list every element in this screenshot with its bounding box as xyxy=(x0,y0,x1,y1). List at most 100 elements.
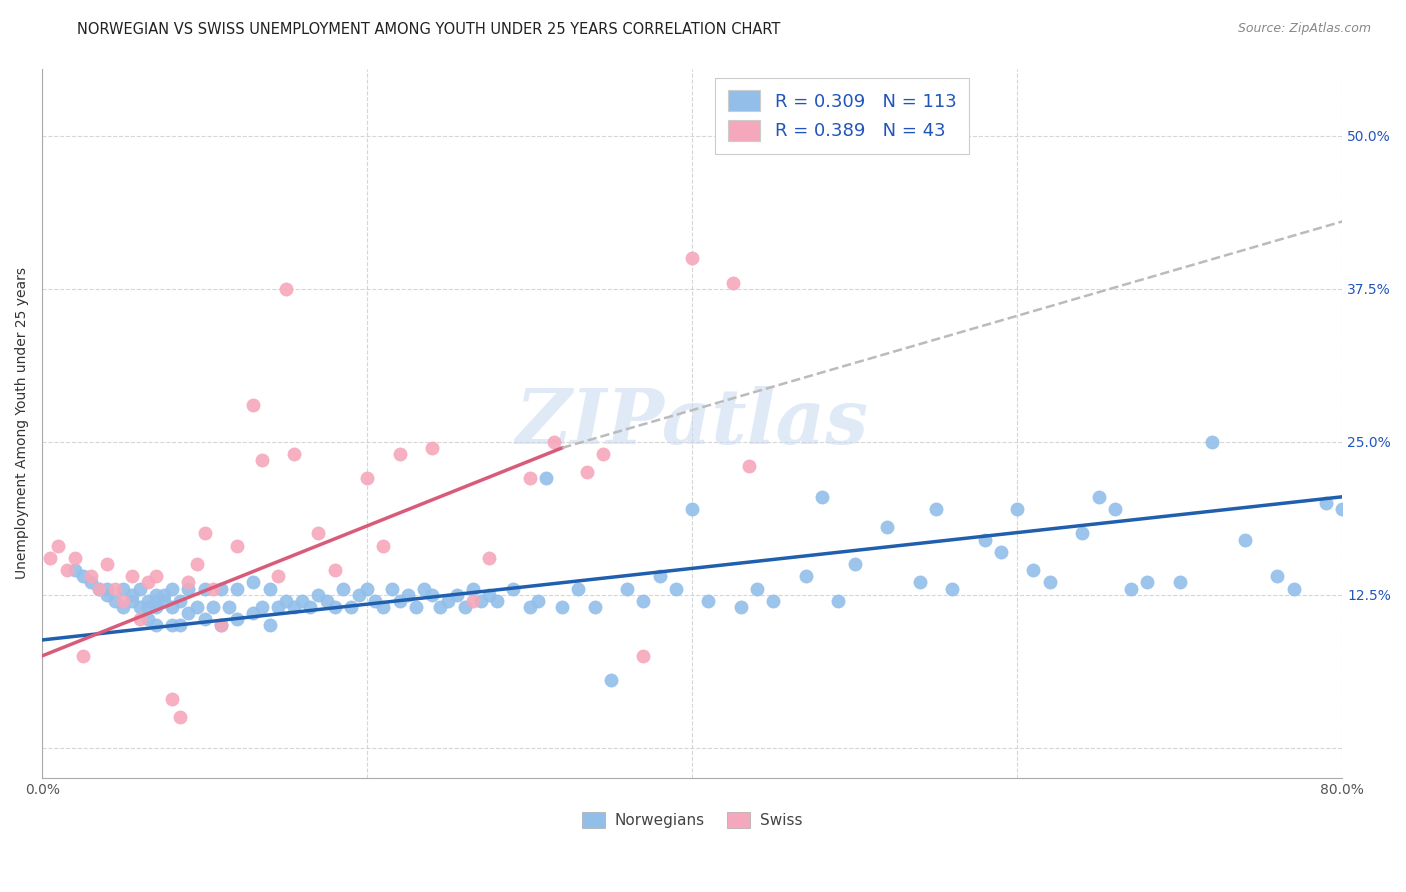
Point xyxy=(583,599,606,614)
Point xyxy=(747,582,769,596)
Text: Source: ZipAtlas.com: Source: ZipAtlas.com xyxy=(1237,22,1371,36)
Point xyxy=(128,612,150,626)
Point xyxy=(478,551,501,566)
Point xyxy=(80,569,103,583)
Point xyxy=(72,569,94,583)
Point xyxy=(1331,502,1354,516)
Point xyxy=(194,582,217,596)
Point xyxy=(104,582,127,596)
Point xyxy=(1315,496,1337,510)
Point xyxy=(323,563,346,577)
Point xyxy=(973,533,995,547)
Point xyxy=(209,618,232,632)
Point xyxy=(925,502,948,516)
Point xyxy=(226,612,249,626)
Point xyxy=(486,594,509,608)
Point xyxy=(844,557,866,571)
Point xyxy=(633,594,655,608)
Point xyxy=(420,588,443,602)
Point xyxy=(405,599,427,614)
Point xyxy=(697,594,720,608)
Point xyxy=(551,599,574,614)
Point xyxy=(160,618,183,632)
Point xyxy=(169,618,191,632)
Point xyxy=(121,594,143,608)
Point xyxy=(827,594,849,608)
Point xyxy=(112,594,135,608)
Point xyxy=(136,594,159,608)
Point xyxy=(201,599,224,614)
Point xyxy=(315,594,337,608)
Point xyxy=(519,471,541,485)
Point xyxy=(1136,575,1159,590)
Point xyxy=(259,618,281,632)
Point xyxy=(274,282,297,296)
Point xyxy=(600,673,623,688)
Point xyxy=(478,588,501,602)
Point xyxy=(429,599,451,614)
Point xyxy=(762,594,785,608)
Point xyxy=(527,594,550,608)
Point xyxy=(259,582,281,596)
Point xyxy=(1007,502,1029,516)
Point xyxy=(1039,575,1062,590)
Point xyxy=(633,648,655,663)
Point xyxy=(201,582,224,596)
Point xyxy=(347,588,370,602)
Point xyxy=(87,582,110,596)
Point xyxy=(242,575,264,590)
Point xyxy=(461,594,484,608)
Point xyxy=(575,466,598,480)
Point xyxy=(1071,526,1094,541)
Point xyxy=(340,599,363,614)
Point xyxy=(502,582,524,596)
Text: ZIPatlas: ZIPatlas xyxy=(516,386,869,460)
Point xyxy=(396,588,419,602)
Point xyxy=(1087,490,1109,504)
Point xyxy=(665,582,688,596)
Point xyxy=(186,557,208,571)
Point xyxy=(519,599,541,614)
Point xyxy=(169,710,191,724)
Point xyxy=(63,563,86,577)
Point xyxy=(128,582,150,596)
Point xyxy=(592,447,614,461)
Point xyxy=(364,594,387,608)
Point xyxy=(299,599,322,614)
Point xyxy=(39,551,62,566)
Point xyxy=(308,588,330,602)
Point xyxy=(323,599,346,614)
Point xyxy=(177,575,200,590)
Point xyxy=(356,471,378,485)
Point xyxy=(283,447,305,461)
Point xyxy=(128,599,150,614)
Point xyxy=(209,582,232,596)
Point xyxy=(96,557,118,571)
Point xyxy=(250,453,273,467)
Point xyxy=(1201,434,1223,449)
Point xyxy=(388,594,411,608)
Point xyxy=(308,526,330,541)
Point xyxy=(1104,502,1126,516)
Point xyxy=(470,594,492,608)
Point xyxy=(145,594,167,608)
Point xyxy=(730,599,752,614)
Point xyxy=(267,599,290,614)
Point xyxy=(177,582,200,596)
Y-axis label: Unemployment Among Youth under 25 years: Unemployment Among Youth under 25 years xyxy=(15,268,30,580)
Point xyxy=(1233,533,1256,547)
Point xyxy=(941,582,963,596)
Point xyxy=(990,545,1012,559)
Point xyxy=(332,582,354,596)
Point xyxy=(437,594,460,608)
Point xyxy=(373,539,395,553)
Point xyxy=(1119,582,1142,596)
Point xyxy=(121,569,143,583)
Point xyxy=(112,599,135,614)
Point xyxy=(648,569,671,583)
Point xyxy=(738,459,761,474)
Point xyxy=(681,502,703,516)
Point xyxy=(169,594,191,608)
Point xyxy=(194,612,217,626)
Point xyxy=(153,588,176,602)
